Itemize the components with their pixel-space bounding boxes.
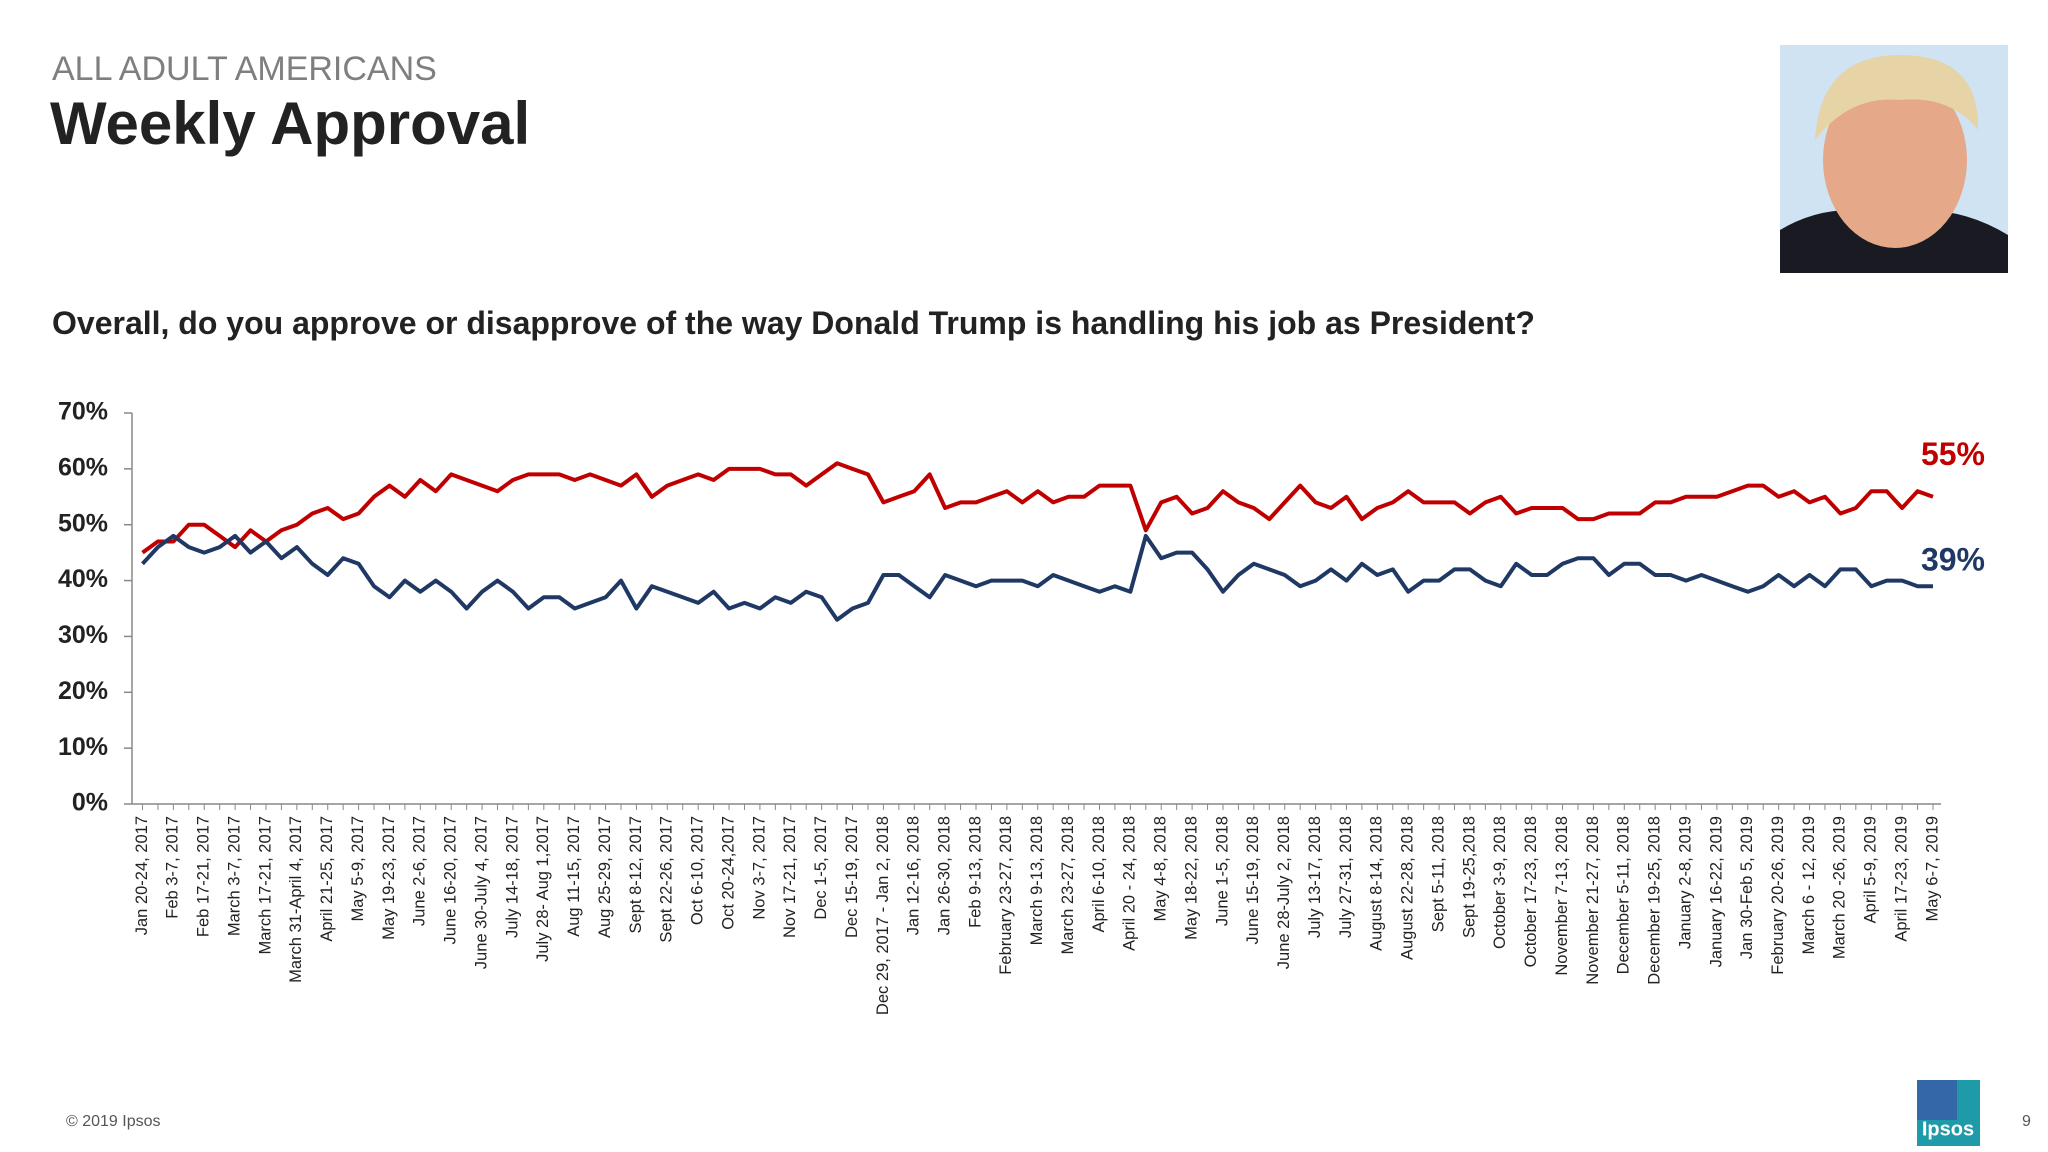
x-tick-label: July 27-31, 2018 — [1337, 816, 1355, 938]
x-tick-label: May 6-7, 2019 — [1923, 816, 1941, 921]
x-tick-label: August 8-14, 2018 — [1368, 816, 1386, 951]
x-tick-label: Oct 20-24,2017 — [719, 816, 737, 930]
x-tick-label: Sept 22-26, 2017 — [658, 816, 676, 943]
x-tick-label: January 16-22, 2019 — [1707, 816, 1725, 967]
x-tick-label: April 20 - 24, 2018 — [1121, 816, 1139, 951]
y-tick-label: 0% — [72, 789, 108, 817]
x-tick-label: March 23-27, 2018 — [1059, 816, 1077, 955]
x-tick-label: Feb 3-7, 2017 — [164, 816, 182, 919]
photo-hair — [1815, 55, 1979, 140]
x-tick-label: Jan 30-Feb 5, 2019 — [1738, 816, 1756, 959]
x-tick-label: Aug 25-29, 2017 — [596, 816, 614, 938]
photo-face — [1823, 72, 1967, 248]
x-tick-label: December 5-11, 2018 — [1615, 816, 1633, 974]
x-tick-label: April 5-9, 2019 — [1862, 816, 1880, 923]
y-tick-label: 30% — [58, 621, 108, 649]
x-tick-label: June 30-July 4, 2017 — [472, 816, 490, 969]
end-label: 55% — [1921, 436, 1985, 472]
x-tick-label: June 1-5, 2018 — [1213, 816, 1231, 926]
logo-accent — [1917, 1080, 1957, 1120]
x-tick-label: February 23-27, 2018 — [997, 816, 1015, 975]
x-tick-label: October 17-23, 2018 — [1522, 816, 1540, 967]
x-tick-label: Sept 5-11, 2018 — [1429, 816, 1447, 932]
x-tick-label: May 5-9, 2017 — [349, 816, 367, 921]
x-tick-label: June 2-6, 2017 — [411, 816, 429, 926]
series-line — [141, 461, 1934, 555]
x-tick-label: June 16-20, 2017 — [442, 816, 460, 944]
kicker: ALL ADULT AMERICANS — [52, 50, 437, 88]
logo-text: Ipsos — [1922, 1118, 1974, 1140]
y-tick-label: 10% — [58, 733, 108, 761]
x-tick-label: Aug 11-15, 2017 — [565, 816, 583, 937]
x-tick-label: March 31-April 4, 2017 — [287, 816, 305, 983]
y-tick-label: 20% — [58, 677, 108, 705]
x-tick-label: January 2-8, 2019 — [1676, 816, 1694, 949]
x-tick-label: March 20 -26, 2019 — [1831, 816, 1849, 959]
x-tick-label: Oct 6-10, 2017 — [689, 816, 707, 925]
question: Overall, do you approve or disapprove of… — [52, 305, 1535, 341]
x-tick-label: Feb 17-21, 2017 — [195, 816, 213, 937]
x-tick-label: May 18-22, 2018 — [1182, 816, 1200, 940]
y-tick-label: 70% — [58, 398, 108, 426]
x-tick-label: December 19-25, 2018 — [1646, 816, 1664, 985]
x-tick-label: Jan 12-16, 2018 — [905, 816, 923, 935]
page-number: 9 — [2022, 1113, 2031, 1130]
x-tick-label: Nov 17-21, 2017 — [781, 816, 799, 938]
x-tick-label: May 19-23, 2017 — [380, 816, 398, 940]
x-tick-label: April 21-25, 2017 — [318, 816, 336, 942]
title: Weekly Approval — [50, 90, 530, 157]
x-tick-label: August 22-28, 2018 — [1399, 816, 1417, 960]
x-tick-label: June 15-19, 2018 — [1244, 816, 1262, 944]
series-line — [141, 533, 1933, 622]
x-tick-label: Sept 19-25,2018 — [1460, 816, 1478, 938]
x-tick-label: Sept 8-12, 2017 — [627, 816, 645, 933]
x-tick-label: Dec 29, 2017 - Jan 2, 2018 — [874, 816, 892, 1015]
x-tick-label: July 28- Aug 1,2017 — [534, 816, 552, 962]
x-tick-label: Jan 26-30, 2018 — [935, 816, 953, 935]
x-tick-label: November 21-27, 2018 — [1584, 816, 1602, 985]
x-tick-label: November 7-13, 2018 — [1553, 816, 1571, 976]
x-tick-label: October 3-9, 2018 — [1491, 816, 1509, 949]
y-tick-label: 40% — [58, 565, 108, 593]
portrait — [1780, 45, 2008, 273]
y-tick-label: 50% — [58, 509, 108, 537]
x-tick-label: Dec 1-5, 2017 — [812, 816, 830, 920]
x-tick-label: June 28-July 2, 2018 — [1275, 816, 1293, 969]
x-tick-label: March 3-7, 2017 — [225, 816, 243, 936]
x-tick-label: Dec 15-19, 2017 — [843, 816, 861, 938]
y-tick-label: 60% — [58, 453, 108, 481]
copyright: © 2019 Ipsos — [66, 1113, 161, 1130]
x-tick-label: April 6-10, 2018 — [1090, 816, 1108, 933]
x-tick-label: July 14-18, 2017 — [503, 816, 521, 938]
x-tick-label: February 20-26, 2019 — [1769, 816, 1787, 975]
x-tick-label: March 9-13, 2018 — [1028, 816, 1046, 945]
x-tick-label: Nov 3-7, 2017 — [750, 816, 768, 920]
x-tick-label: March 17-21, 2017 — [256, 816, 274, 955]
x-tick-label: Feb 9-13, 2018 — [966, 816, 984, 928]
x-tick-label: May 4-8, 2018 — [1152, 816, 1170, 921]
ipsos-logo: Ipsos — [1917, 1080, 1980, 1146]
x-tick-label: July 13-17, 2018 — [1306, 816, 1324, 938]
x-tick-label: Jan 20-24, 2017 — [133, 816, 151, 935]
x-tick-label: March 6 - 12, 2019 — [1800, 816, 1818, 955]
plot: 0% 10% 20% 30% 40% 50% 60% 70% Jan 20-24, 2017 Fe… — [58, 398, 1985, 1015]
x-tick-label: April 17-23, 2019 — [1892, 816, 1910, 942]
end-label: 39% — [1921, 542, 1985, 578]
